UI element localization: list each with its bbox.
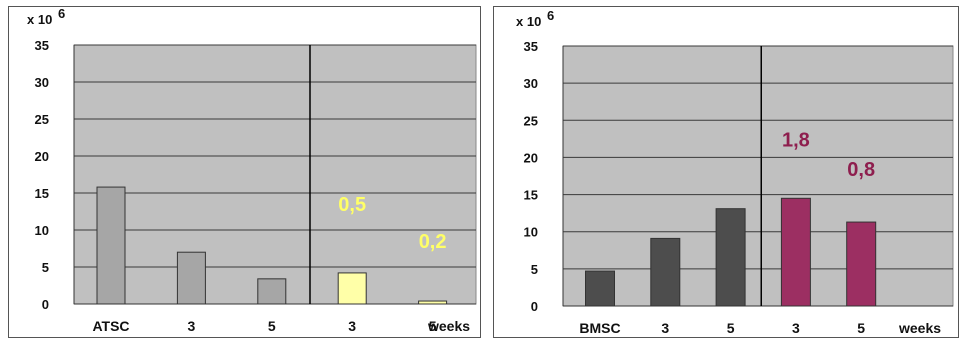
x-tick-label: 3 (661, 320, 669, 336)
bar (715, 208, 746, 307)
unit-label: x 10 (27, 12, 52, 27)
y-tick-label: 30 (524, 76, 538, 91)
y-tick-label: 0 (42, 297, 49, 312)
bar (257, 278, 287, 305)
x-tick-label: 3 (792, 320, 800, 336)
x-tick-label: 3 (188, 318, 196, 334)
x-tick-label: ATSC (92, 318, 129, 334)
unit-exponent: 6 (547, 8, 554, 23)
unit-label: x 10 (516, 14, 541, 29)
y-tick-label: 5 (531, 262, 538, 277)
bar (176, 251, 206, 305)
value-annotation: 0,8 (847, 159, 875, 181)
y-tick-label: 20 (35, 149, 49, 164)
x-tick-label: 5 (429, 318, 437, 334)
bar (418, 300, 448, 305)
plot-area (73, 44, 477, 305)
unit-exponent: 6 (58, 6, 65, 21)
chart-panel-bmsc: 0 5 10 15 20 25 30 35 BMSC 3 5 3 5 weeks x 10 6 1,8 0,8 (493, 6, 959, 338)
y-tick-label: 5 (42, 260, 49, 275)
value-annotation: 0,2 (419, 231, 447, 253)
y-tick-label: 35 (35, 38, 49, 53)
bar (846, 221, 877, 307)
x-axis-suffix-label: weeks (898, 320, 941, 336)
x-tick-label: BMSC (579, 320, 620, 336)
y-tick-label: 10 (35, 223, 49, 238)
y-tick-label: 25 (524, 113, 538, 128)
chart-panel-atsc: 0 5 10 15 20 25 30 35 ATSC 3 5 3 5 weeks x 10 6 0,5 0,2 (8, 6, 481, 338)
bar (780, 197, 811, 307)
value-annotation: 0,5 (338, 194, 366, 216)
x-axis-suffix-label: weeks (427, 318, 470, 334)
value-annotation: 1,8 (782, 129, 810, 151)
plot-area (562, 45, 954, 307)
bar (585, 270, 615, 307)
y-tick-label: 10 (524, 225, 538, 240)
x-tick-label: 3 (348, 318, 356, 334)
x-tick-label: 5 (727, 320, 735, 336)
y-tick-label: 15 (35, 186, 49, 201)
x-tick-label: 5 (268, 318, 276, 334)
bar (337, 272, 367, 305)
bar (96, 186, 126, 305)
y-tick-label: 25 (35, 112, 49, 127)
y-tick-label: 0 (531, 299, 538, 314)
bar (650, 237, 681, 307)
y-tick-label: 35 (524, 39, 538, 54)
y-tick-label: 30 (35, 75, 49, 90)
y-tick-label: 15 (524, 188, 538, 203)
y-tick-label: 20 (524, 150, 538, 165)
x-tick-label: 5 (857, 320, 865, 336)
